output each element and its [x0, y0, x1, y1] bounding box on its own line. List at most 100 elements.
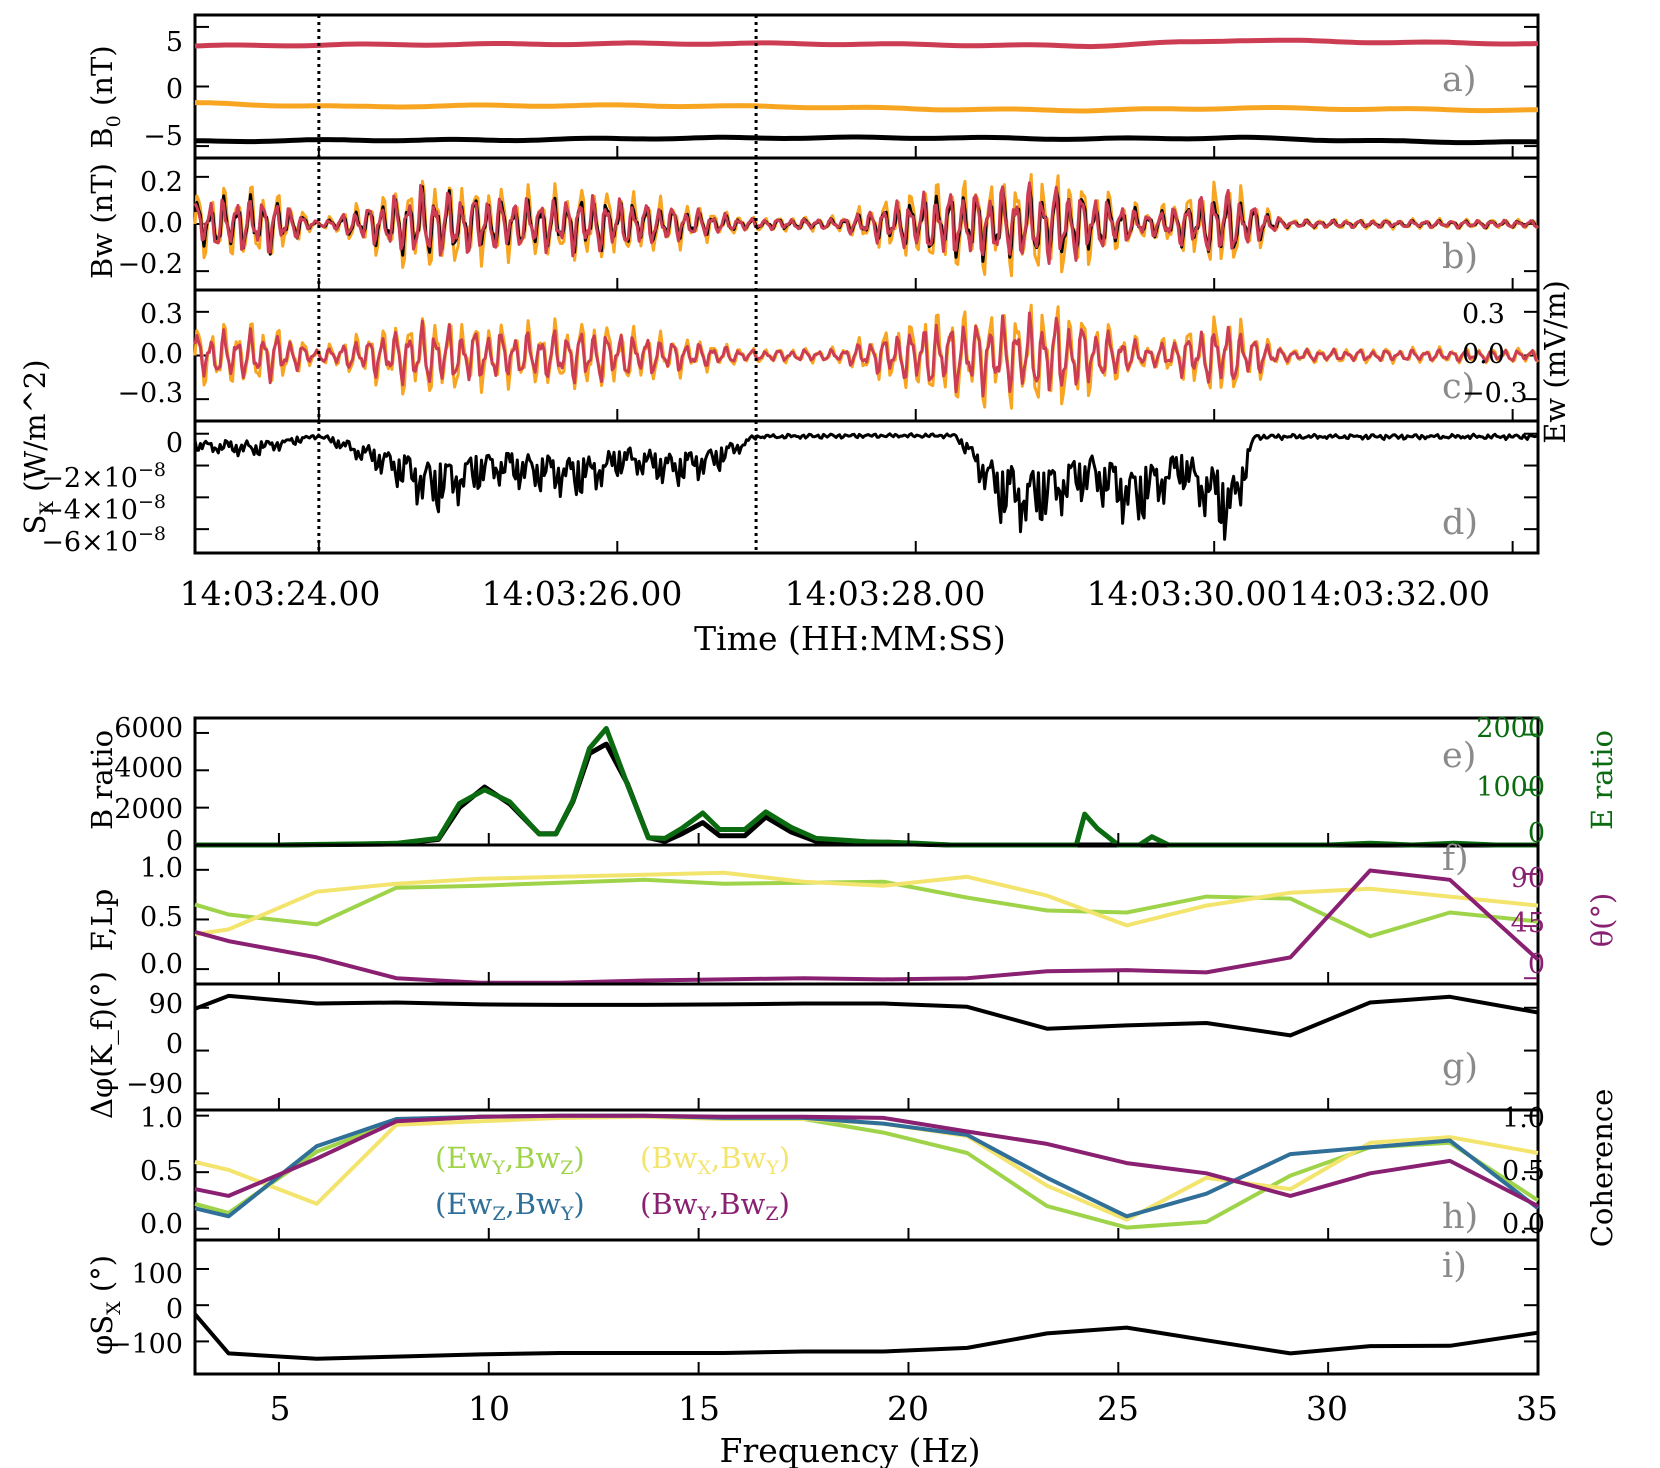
time-tick-1: 14:03:26.00 — [482, 574, 683, 613]
ytick-i-1: 0 — [166, 1294, 183, 1325]
ytick-i-0: 100 — [131, 1259, 183, 1290]
series-e-1 — [195, 726, 1538, 848]
panel-label-b: b) — [1442, 237, 1478, 277]
series-f-2 — [194, 868, 1540, 985]
series-i-0 — [193, 1312, 1539, 1361]
ylabel-right-h: Coherence — [1585, 1089, 1619, 1248]
series-a-red — [194, 37, 1539, 50]
ytick-f-0: 1.0 — [140, 853, 183, 884]
legend-bwx-bwy: (BwX,BwY) — [640, 1141, 790, 1179]
freq-tick-5: 30 — [1306, 1389, 1348, 1428]
ytick-d-3: −6×10−8 — [41, 523, 166, 558]
panel-frame-e — [193, 716, 1540, 847]
freq-axis-title: Frequency (Hz) — [720, 1431, 981, 1468]
series-f-1 — [194, 870, 1539, 937]
series-h-2 — [194, 1113, 1540, 1219]
ytick-e-0: 6000 — [114, 713, 183, 744]
ytick-b-2: −0.2 — [117, 249, 183, 280]
series-h-1 — [194, 1114, 1539, 1222]
ytick-b-1: 0.0 — [140, 208, 183, 239]
ytick-c-right-0: 0.3 — [1462, 299, 1505, 330]
series-b-red — [193, 181, 1539, 265]
ytick-a-0: 5 — [166, 27, 183, 58]
ytick-g-0: 90 — [149, 989, 183, 1020]
ytick-d-2: −4×10−8 — [41, 491, 166, 526]
panel-label-a: a) — [1442, 60, 1477, 100]
ytick-g-2: −90 — [126, 1069, 183, 1100]
time-axis-title: Time (HH:MM:SS) — [694, 619, 1006, 658]
series-e-0 — [195, 741, 1538, 848]
panel-label-h: h) — [1442, 1197, 1478, 1237]
ylabel-d: SX (W/m^2) — [18, 359, 58, 534]
panel-frame-d — [193, 419, 1540, 555]
ytick-f-right-0: 90 — [1511, 863, 1545, 894]
ylabel-i: φSX (°) — [85, 1255, 125, 1355]
series-h-3 — [194, 1113, 1539, 1208]
ytick-f-right-2: 0 — [1528, 949, 1545, 980]
panel-label-d: d) — [1442, 503, 1478, 543]
ylabel-e: B ratio — [85, 730, 119, 830]
panel-label-c: c) — [1442, 367, 1475, 407]
panel-label-g: g) — [1442, 1047, 1478, 1087]
ytick-e-1: 4000 — [114, 753, 183, 784]
ylabel-right-e: E ratio — [1585, 730, 1619, 830]
ytick-c-right-1: 0.0 — [1462, 339, 1505, 370]
ytick-h-right-1: 0.5 — [1502, 1156, 1545, 1187]
ytick-e-right-2: 0 — [1528, 818, 1545, 849]
ytick-a-2: −5 — [143, 121, 183, 152]
ytick-c-1: 0.0 — [140, 339, 183, 370]
legend-bwy-bwz: (BwY,BwZ) — [640, 1187, 790, 1225]
ytick-h-1: 0.5 — [140, 1156, 183, 1187]
ytick-h-right-0: 1.0 — [1502, 1103, 1545, 1134]
series-d-black — [193, 432, 1539, 541]
ylabel-right-c: Ew (mV/m) — [1538, 280, 1572, 444]
freq-tick-1: 10 — [468, 1389, 510, 1428]
ylabel-right-f: θ(°) — [1585, 893, 1619, 948]
ytick-e-right-0: 2000 — [1476, 713, 1545, 744]
plot-geometry — [193, 13, 1540, 1376]
freq-tick-0: 5 — [270, 1389, 291, 1428]
ytick-d-1: −2×10−8 — [41, 459, 166, 494]
freq-tick-3: 20 — [887, 1389, 929, 1428]
ytick-f-right-1: 45 — [1511, 908, 1545, 939]
ytick-e-3: 0 — [166, 826, 183, 857]
freq-tick-2: 15 — [678, 1389, 720, 1428]
ylabel-a: B0 (nT) — [85, 45, 125, 148]
freq-tick-4: 25 — [1097, 1389, 1139, 1428]
panel-frame-f — [193, 843, 1540, 986]
ytick-i-2: −100 — [109, 1329, 183, 1360]
ytick-f-2: 0.0 — [140, 949, 183, 980]
ylabel-b: Bw (nT) — [85, 163, 119, 279]
series-a-orange — [194, 100, 1539, 114]
panel-frame-i — [193, 1238, 1540, 1376]
legend-ewy-bwz: (EwY,BwZ) — [435, 1141, 585, 1179]
panel-label-e: e) — [1442, 736, 1476, 776]
time-tick-4: 14:03:32.00 — [1289, 574, 1490, 613]
series-c-red — [193, 311, 1539, 398]
ytick-g-1: 0 — [166, 1029, 183, 1060]
series-a-black — [195, 134, 1539, 146]
ytick-d-0: 0 — [166, 428, 183, 459]
panel-label-f: f) — [1442, 839, 1469, 879]
ytick-h-right-2: 0.0 — [1502, 1209, 1545, 1240]
panel-label-i: i) — [1442, 1246, 1467, 1286]
ytick-e-right-1: 1000 — [1476, 772, 1545, 803]
ytick-c-right-2: −0.3 — [1462, 378, 1528, 409]
time-tick-2: 14:03:28.00 — [785, 574, 986, 613]
ytick-c-0: 0.3 — [140, 299, 183, 330]
ytick-f-1: 0.5 — [140, 902, 183, 933]
ylabel-f: F,Lp — [85, 889, 119, 952]
time-tick-3: 14:03:30.00 — [1087, 574, 1288, 613]
ytick-c-2: −0.3 — [117, 378, 183, 409]
ytick-a-1: 0 — [166, 74, 183, 105]
time-tick-0: 14:03:24.00 — [180, 574, 381, 613]
ytick-h-2: 0.0 — [140, 1209, 183, 1240]
ytick-b-0: 0.2 — [140, 167, 183, 198]
freq-tick-6: 35 — [1516, 1389, 1558, 1428]
ytick-e-2: 2000 — [114, 794, 183, 825]
series-h-0 — [194, 1113, 1540, 1230]
legend-ewz-bwy: (EwZ,BwY) — [435, 1187, 585, 1225]
ytick-h-0: 1.0 — [140, 1103, 183, 1134]
ylabel-g: Δφ(K_f)(°) — [85, 971, 120, 1119]
